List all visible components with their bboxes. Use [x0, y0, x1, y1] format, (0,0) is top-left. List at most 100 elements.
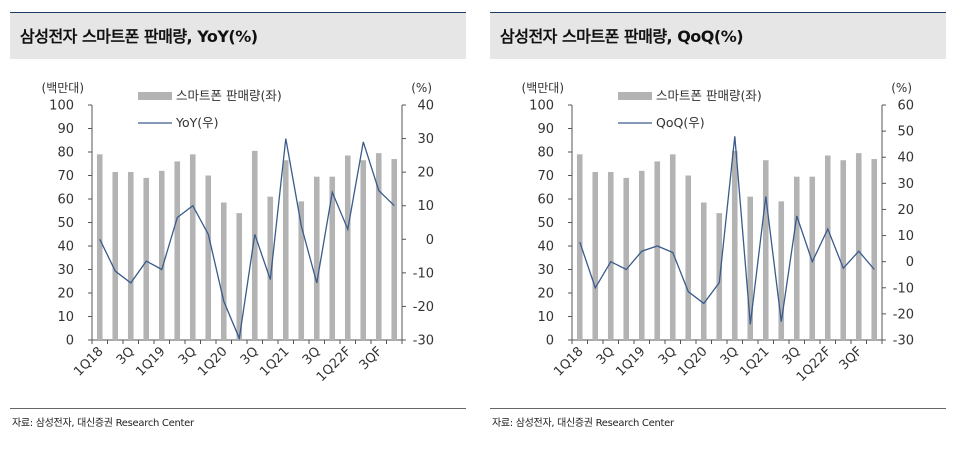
bar-4Q20: [267, 196, 274, 340]
left-tick-label: 10: [537, 310, 554, 325]
right-tick-label: 10: [897, 229, 914, 244]
bar-1Q21: [762, 160, 769, 340]
legend-bar-label: 스마트폰 판매량(좌): [656, 88, 762, 103]
bar-2Q19: [174, 161, 181, 340]
bar-2Q21: [298, 201, 305, 340]
bar-3Q22F: [855, 153, 862, 340]
right-tick-label: -20: [893, 307, 914, 322]
right-axis-unit: (%): [411, 81, 432, 95]
right-tick-label: -20: [413, 300, 434, 315]
right-tick-label: 0: [426, 233, 434, 248]
x-tick-label: 3QF: [837, 344, 866, 373]
x-tick-label: 3Q: [780, 344, 804, 368]
yoy-chart: (백만대) (%) 0 10 20 30 40 50 60 70 80 90 100 -30 -20 -10 0…: [42, 81, 434, 385]
bar-3Q22F: [375, 153, 382, 340]
right-tick-label: -10: [893, 281, 914, 296]
x-tick-label: 3Q: [718, 344, 742, 368]
bar-4Q21: [329, 176, 336, 340]
legend-bar-label: 스마트폰 판매량(좌): [176, 88, 282, 103]
x-tick-label: 1Q21: [737, 344, 772, 379]
yoy-chart-panel: 삼성전자 스마트폰 판매량, YoY(%) (백만대) (%) 0 10 20 30 40 5…: [10, 0, 474, 457]
bar-4Q18: [623, 177, 630, 340]
legend-line-label: QoQ(우): [656, 115, 705, 130]
title-bar: 삼성전자 스마트폰 판매량, QoQ(%): [490, 12, 946, 59]
bar-3Q20: [731, 150, 738, 340]
bar-4Q19: [205, 175, 212, 340]
legend-line-label: YoY(우): [175, 115, 219, 130]
bar-3Q19: [669, 154, 676, 340]
bar-2Q18: [112, 171, 119, 340]
left-tick-label: 70: [57, 169, 74, 184]
bar-2Q19: [654, 161, 661, 340]
x-tick-label: 3Q: [176, 344, 200, 368]
left-tick-label: 20: [57, 287, 74, 302]
bar-2Q21: [778, 201, 785, 340]
title-bar: 삼성전자 스마트폰 판매량, YoY(%): [10, 12, 466, 59]
source-divider: [10, 408, 466, 409]
bar-4Q21: [809, 176, 816, 340]
left-axis-unit: (백만대): [522, 81, 564, 95]
x-tick-label: 1Q19: [613, 344, 648, 379]
bar-3Q18: [607, 171, 614, 340]
right-tick-label: 40: [417, 99, 434, 114]
left-tick-label: 80: [57, 146, 74, 161]
x-tick-label: 1Q20: [675, 344, 710, 379]
right-tick-label: 10: [417, 199, 434, 214]
x-tick-label: 3Q: [656, 344, 680, 368]
qoq-chart: (백만대) (%) 0 10 20 30 40 50 60 70 80 90 100 -30 -20 -10 0…: [522, 81, 914, 385]
bar-1Q22F: [344, 155, 351, 340]
left-tick-label: 20: [537, 287, 554, 302]
bar-2Q18: [592, 171, 599, 340]
bar-4Q22F: [391, 159, 398, 340]
bar-3Q19: [189, 154, 196, 340]
left-tick-label: 0: [66, 334, 74, 349]
left-tick-label: 30: [537, 263, 554, 278]
legend-bar-swatch: [138, 92, 172, 100]
right-axis-unit: (%): [891, 81, 912, 95]
left-tick-label: 40: [537, 240, 554, 255]
left-axis-unit: (백만대): [42, 81, 84, 95]
left-tick-label: 40: [57, 240, 74, 255]
x-tick-label: 3Q: [238, 344, 262, 368]
left-tick-label: 60: [57, 193, 74, 208]
x-tick-label: 3Q: [114, 344, 138, 368]
bar-3Q21: [793, 176, 800, 340]
x-tick-label: 1Q21: [257, 344, 292, 379]
bar-3Q21: [313, 176, 320, 340]
bar-4Q22F: [871, 159, 878, 340]
line-series: [99, 138, 395, 341]
x-tick-label: 3Q: [594, 344, 618, 368]
right-tick-label: 20: [417, 166, 434, 181]
bar-4Q18: [143, 177, 150, 340]
left-tick-label: 60: [537, 193, 554, 208]
chart-title: 삼성전자 스마트폰 판매량, QoQ(%): [500, 27, 744, 46]
bar-4Q19: [685, 175, 692, 340]
x-tick-label: 1Q22F: [794, 344, 835, 385]
right-tick-label: 30: [417, 132, 434, 147]
x-tick-label: 1Q20: [195, 344, 230, 379]
bar-1Q18: [96, 154, 103, 340]
source-note: 자료: 삼성전자, 대신증권 Research Center: [12, 418, 194, 429]
left-tick-label: 70: [537, 169, 554, 184]
x-tick-label: 1Q22F: [314, 344, 355, 385]
left-tick-label: 100: [529, 99, 554, 114]
legend-bar-swatch: [618, 92, 652, 100]
right-tick-label: 20: [897, 203, 914, 218]
bar-3Q18: [127, 171, 134, 340]
qoq-chart-panel: 삼성전자 스마트폰 판매량, QoQ(%) (백만대) (%) 0 10 20 30 40 5…: [490, 0, 954, 457]
x-tick-label: 1Q18: [551, 344, 586, 379]
right-tick-label: -30: [893, 334, 914, 349]
chart-title: 삼성전자 스마트폰 판매량, YoY(%): [20, 27, 258, 46]
bar-1Q21: [282, 160, 289, 340]
right-tick-label: 60: [897, 99, 914, 114]
bar-1Q20: [220, 202, 227, 340]
x-tick-label: 1Q19: [133, 344, 168, 379]
bar-1Q19: [158, 170, 165, 340]
left-tick-label: 30: [57, 263, 74, 278]
right-tick-label: 40: [897, 151, 914, 166]
left-tick-label: 90: [537, 122, 554, 137]
left-tick-label: 50: [537, 216, 554, 231]
right-tick-label: 30: [897, 177, 914, 192]
x-tick-label: 3QF: [357, 344, 386, 373]
source-note: 자료: 삼성전자, 대신증권 Research Center: [492, 418, 674, 429]
